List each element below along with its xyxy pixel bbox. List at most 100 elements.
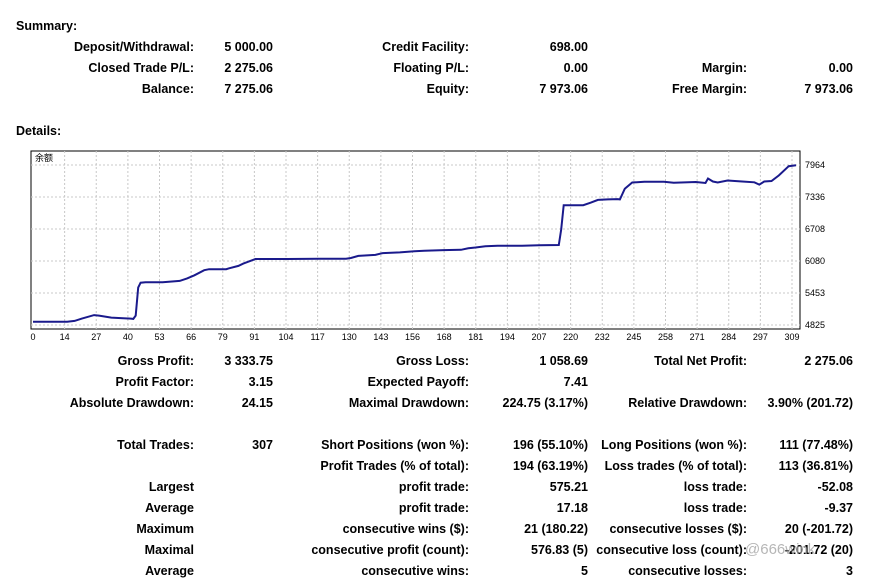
x-tick-label: 258 <box>658 332 673 342</box>
x-tick-label: 66 <box>186 332 196 342</box>
x-tick-label: 117 <box>310 332 324 342</box>
maximal-drawdown-label: Maximal Drawdown: <box>348 396 469 410</box>
gross-loss-label: Gross Loss: <box>396 354 469 368</box>
maximal-consecutive-loss-value: -201.72 (20) <box>784 543 853 557</box>
maximal-label: Maximal <box>144 543 194 557</box>
closed-pl-label: Closed Trade P/L: <box>88 61 194 75</box>
largest-profit-label: profit trade: <box>398 480 469 494</box>
y-tick-label: 7336 <box>805 192 825 202</box>
x-tick-label: 91 <box>249 332 259 342</box>
long-positions-value: 111 (77.48%) <box>779 438 853 452</box>
x-tick-label: 232 <box>595 332 610 342</box>
x-tick-label: 130 <box>342 332 357 342</box>
maximal-consecutive-profit-value: 576.83 (5) <box>531 543 588 557</box>
maximal-consecutive-profit-label: consecutive profit (count): <box>311 543 469 557</box>
deposit-label: Deposit/Withdrawal: <box>73 40 194 54</box>
short-positions-label: Short Positions (won %): <box>321 438 469 452</box>
expected-payoff-value: 7.41 <box>563 375 588 389</box>
profit-trades-label: Profit Trades (% of total): <box>320 459 469 473</box>
average-consecutive-label: Average <box>145 564 194 578</box>
balance-chart: 余额 0 14 27 40 53 66 79 91 104 117 130 143 156 168 181 1… <box>30 150 825 342</box>
x-tick-labels: 0 14 27 40 53 66 79 91 104 117 130 143 156 168 181 194 2… <box>30 332 799 342</box>
x-tick-label: 220 <box>563 332 578 342</box>
balance-value: 7 275.06 <box>224 82 273 96</box>
x-tick-label: 40 <box>123 332 133 342</box>
average-profit-value: 17.18 <box>556 501 588 515</box>
x-tick-label: 79 <box>218 332 228 342</box>
average-profit-label: profit trade: <box>398 501 469 515</box>
largest-loss-label: loss trade: <box>683 480 747 494</box>
x-tick-label: 309 <box>784 332 799 342</box>
max-consecutive-losses-value: 20 (-201.72) <box>784 522 853 536</box>
watermark: @666wink <box>745 541 816 558</box>
y-tick-label: 4825 <box>805 320 825 330</box>
equity-value: 7 973.06 <box>539 82 588 96</box>
largest-loss-value: -52.08 <box>817 480 853 494</box>
gross-loss-value: 1 058.69 <box>539 354 588 368</box>
profit-factor-label: Profit Factor: <box>115 375 194 389</box>
x-tick-label: 168 <box>437 332 452 342</box>
net-profit-value: 2 275.06 <box>804 354 853 368</box>
avg-consecutive-wins-value: 5 <box>581 564 588 578</box>
largest-label: Largest <box>148 480 194 494</box>
floating-pl-value: 0.00 <box>563 61 588 75</box>
profit-trades-value: 194 (63.19%) <box>512 459 588 473</box>
x-tick-label: 143 <box>373 332 388 342</box>
margin-value: 0.00 <box>828 61 853 75</box>
margin-label: Margin: <box>701 61 747 75</box>
x-tick-label: 245 <box>626 332 641 342</box>
average-loss-label: loss trade: <box>683 501 747 515</box>
balance-series-line <box>33 164 797 323</box>
gross-profit-value: 3 333.75 <box>224 354 273 368</box>
floating-pl-label: Floating P/L: <box>393 61 469 75</box>
short-positions-value: 196 (55.10%) <box>512 438 588 452</box>
x-tick-label: 271 <box>690 332 705 342</box>
avg-consecutive-wins-label: consecutive wins: <box>361 564 469 578</box>
chart-frame <box>30 150 801 330</box>
relative-drawdown-label: Relative Drawdown: <box>628 396 747 410</box>
max-consecutive-wins-label: consecutive wins ($): <box>342 522 469 536</box>
x-tick-label: 194 <box>500 332 515 342</box>
y-tick-label: 5453 <box>805 288 825 298</box>
closed-pl-value: 2 275.06 <box>224 61 273 75</box>
x-tick-label: 53 <box>154 332 164 342</box>
summary-heading: Summary: <box>16 19 78 33</box>
maximum-label: Maximum <box>136 522 194 536</box>
long-positions-label: Long Positions (won %): <box>601 438 747 452</box>
y-tick-label: 7964 <box>805 160 825 170</box>
total-trades-value: 307 <box>252 438 273 452</box>
maximal-consecutive-loss-label: consecutive loss (count): <box>596 543 747 557</box>
profit-factor-value: 3.15 <box>248 375 273 389</box>
balance-label: Balance: <box>141 82 194 96</box>
x-tick-label: 156 <box>405 332 420 342</box>
x-tick-label: 104 <box>278 332 293 342</box>
credit-value: 698.00 <box>549 40 588 54</box>
equity-label: Equity: <box>426 82 469 96</box>
y-tick-label: 6080 <box>805 256 825 266</box>
absolute-drawdown-label: Absolute Drawdown: <box>69 396 194 410</box>
x-tick-label: 181 <box>468 332 483 342</box>
average-label: Average <box>145 501 194 515</box>
net-profit-label: Total Net Profit: <box>654 354 747 368</box>
loss-trades-value: 113 (36.81%) <box>778 459 853 473</box>
expected-payoff-label: Expected Payoff: <box>367 375 469 389</box>
x-tick-label: 207 <box>531 332 546 342</box>
max-consecutive-losses-label: consecutive losses ($): <box>609 522 747 536</box>
details-heading: Details: <box>16 124 62 138</box>
gross-profit-label: Gross Profit: <box>117 354 194 368</box>
absolute-drawdown-value: 24.15 <box>241 396 273 410</box>
maximal-drawdown-value: 224.75 (3.17%) <box>502 396 588 410</box>
total-trades-label: Total Trades: <box>117 438 194 452</box>
y-tick-label: 6708 <box>805 224 825 234</box>
chart-grid <box>31 151 800 329</box>
y-tick-labels: 7964 7336 6708 6080 5453 4825 <box>805 160 825 330</box>
avg-consecutive-losses-value: 3 <box>846 564 853 578</box>
average-loss-value: -9.37 <box>824 501 854 515</box>
largest-profit-value: 575.21 <box>549 480 588 494</box>
loss-trades-label: Loss trades (% of total): <box>604 459 747 473</box>
x-tick-label: 14 <box>60 332 70 342</box>
credit-label: Credit Facility: <box>382 40 469 54</box>
chart-title: 余额 <box>35 152 53 164</box>
deposit-value: 5 000.00 <box>224 40 273 54</box>
x-tick-label: 297 <box>753 332 768 342</box>
